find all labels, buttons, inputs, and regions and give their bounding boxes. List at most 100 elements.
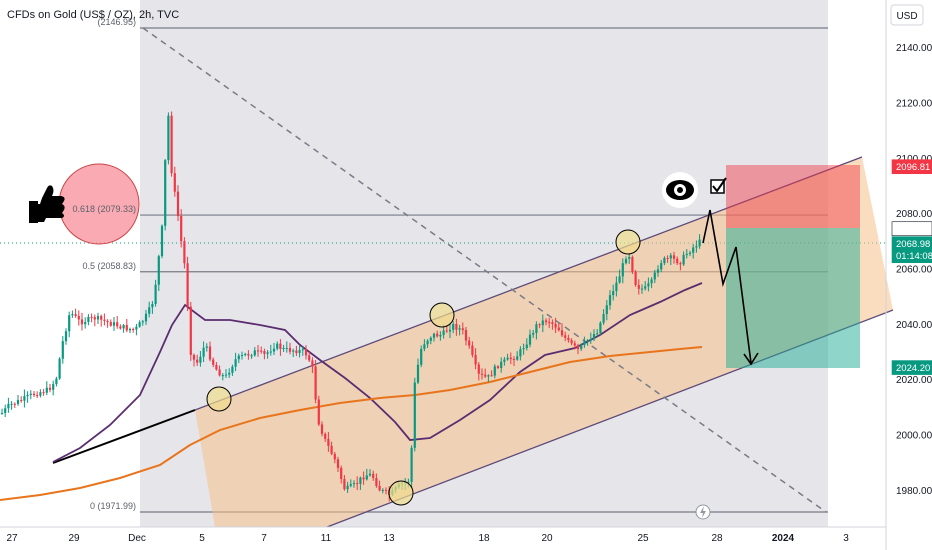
candle: [308, 352, 311, 362]
candle: [509, 352, 512, 365]
candle: [48, 383, 52, 393]
candle: [324, 432, 327, 442]
fib-labels: (2146.95) 0.618 (2079.33) 0.5 (2058.83) 0 (…: [72, 17, 136, 511]
candle: [279, 339, 282, 356]
candle: [650, 277, 653, 289]
touch-circle: [429, 302, 455, 328]
candle: [644, 280, 647, 291]
candle: [660, 259, 663, 273]
candle: [356, 476, 359, 491]
candle: [682, 251, 685, 267]
candle: [349, 479, 352, 488]
candle: [669, 252, 672, 266]
candle: [148, 301, 151, 318]
price-tag-value: 2074.39: [896, 224, 930, 235]
candle: [484, 368, 487, 379]
candle: [282, 344, 285, 352]
candle: [656, 265, 660, 277]
x-tick-label: 29: [68, 533, 80, 544]
y-tick-label: 2080.00: [896, 209, 932, 220]
candle: [231, 364, 234, 376]
take-profit-zone: [726, 228, 860, 368]
candle: [698, 234, 701, 249]
eye-icon: [662, 172, 698, 208]
candle: [154, 279, 157, 307]
candle: [436, 330, 439, 338]
candle: [106, 319, 109, 328]
candle: [224, 369, 228, 378]
candle: [544, 318, 548, 326]
candle: [39, 389, 42, 398]
candle: [455, 318, 458, 336]
y-axis: 2140.00 2120.00 2100.00 2080.00 2060.00 2040.…: [896, 43, 932, 497]
candle: [7, 397, 10, 413]
x-tick-label: 2024: [772, 533, 795, 544]
candle: [4, 404, 7, 417]
candle: [372, 470, 375, 481]
x-tick-label: 11: [321, 533, 332, 544]
y-tick-label: 2060.00: [896, 265, 932, 276]
candle: [301, 345, 304, 356]
candle: [215, 362, 218, 371]
candle: [109, 319, 112, 327]
candle: [426, 339, 429, 349]
candle: [647, 277, 650, 292]
candle: [666, 255, 669, 263]
candle: [125, 318, 128, 333]
candle: [522, 343, 525, 355]
candle: [500, 357, 503, 373]
candle: [244, 352, 247, 357]
fib-label: 0 (1971.99): [90, 501, 136, 511]
touch-markers: [206, 229, 641, 506]
candle: [583, 336, 586, 348]
candle: [256, 345, 260, 357]
candle: [285, 341, 288, 353]
candle: [653, 269, 656, 283]
candle: [618, 269, 621, 284]
y-tick-label: 2100.00: [896, 154, 932, 165]
candle: [541, 314, 544, 333]
y-tick-label: 2140.00: [896, 43, 932, 54]
x-tick-label: 27: [6, 533, 18, 544]
lightning-icon[interactable]: [695, 504, 711, 520]
candle: [439, 331, 442, 341]
candle: [628, 254, 631, 264]
candle: [410, 445, 413, 488]
candle: [685, 249, 688, 259]
candle: [138, 320, 141, 328]
candle: [468, 336, 471, 349]
candles: [0, 111, 701, 502]
candle: [464, 326, 468, 346]
candle: [208, 341, 212, 362]
candle: [45, 381, 48, 396]
currency-button[interactable]: USD: [890, 4, 924, 26]
candle: [100, 314, 103, 327]
x-axis: 27 29 Dec 5 7 11 13 18 20 25 28 2024 3: [6, 533, 849, 544]
candle: [496, 365, 500, 370]
candle: [596, 329, 599, 337]
candle: [295, 345, 298, 357]
checkbox-icon: [710, 177, 727, 194]
candle: [23, 389, 26, 408]
candle: [173, 166, 176, 197]
candle: [317, 395, 320, 426]
candle: [420, 345, 423, 368]
fib-label: 0.5 (2058.83): [82, 261, 136, 271]
candle: [199, 351, 202, 367]
candle: [218, 365, 221, 377]
candle: [253, 347, 256, 357]
candle: [298, 345, 301, 358]
candle: [29, 390, 32, 400]
candle: [506, 353, 509, 361]
fib-label: (2146.95): [97, 17, 136, 27]
candle: [551, 319, 554, 330]
candle: [90, 313, 93, 323]
y-tick-label: 2120.00: [896, 99, 932, 110]
chart-title: CFDs on Gold (US$ / OZ), 2h, TVC: [7, 9, 179, 21]
candle: [183, 237, 186, 269]
candle: [330, 441, 333, 456]
ma-slow-line: [0, 346, 703, 501]
touch-circle: [388, 480, 414, 506]
candle: [688, 250, 692, 257]
